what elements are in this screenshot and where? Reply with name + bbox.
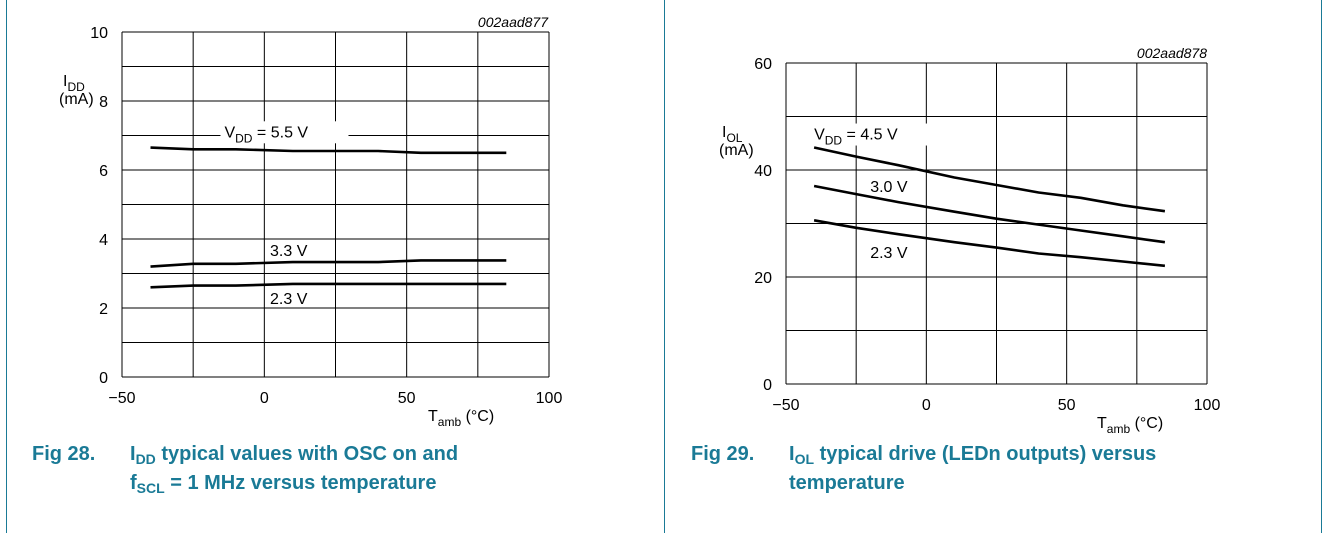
caption-line-2-symbol: f <box>130 472 137 494</box>
caption-line-2-subscript: SCL <box>136 480 165 496</box>
x-tick-label: −50 <box>772 397 799 414</box>
y-tick-label: 2 <box>99 301 108 318</box>
chart-labels: 002aad878 IOL (mA) Tamb (°C) −50 0 50 10002… <box>719 45 1220 436</box>
y-axis-unit: (mA) <box>719 142 754 159</box>
series-label: 3.3 V <box>270 243 308 260</box>
x-tick-label: 0 <box>922 397 931 414</box>
caption-line-1: IOL typical drive (LEDn outputs) versus <box>789 441 1156 467</box>
y-axis-label-subscript: DD <box>67 80 85 94</box>
grid <box>121 31 550 378</box>
chart-labels: 002aad877 IDD (mA) Tamb (°C) −50 0 50 10002… <box>59 14 562 429</box>
chart-id-label: 002aad878 <box>1137 45 1207 61</box>
y-tick-label: 40 <box>754 163 772 180</box>
chart-idd-vs-temperature: 002aad877 IDD (mA) Tamb (°C) −50 0 50 10002… <box>59 14 562 429</box>
series-line <box>813 146 1166 213</box>
grid <box>785 62 1208 385</box>
x-tick-label: 100 <box>536 390 563 407</box>
caption-symbol: I <box>789 443 795 465</box>
x-tick-label: 0 <box>260 390 269 407</box>
figure-28-panel: 002aad877 IDD (mA) Tamb (°C) −50 0 50 100 0 2… <box>6 0 664 533</box>
series-lines <box>813 146 1166 268</box>
caption-line-2-text: temperature <box>789 472 905 494</box>
y-axis-unit: (mA) <box>59 91 94 108</box>
y-tick-label: 4 <box>99 232 108 249</box>
y-tick-label: 0 <box>763 377 772 394</box>
x-tick-label: 50 <box>398 390 416 407</box>
caption-subscript: DD <box>135 451 156 467</box>
series-label-background <box>810 123 951 146</box>
figure-caption: Fig 29. IOL typical drive (LEDn outputs)… <box>691 441 1319 521</box>
series-line <box>150 259 507 268</box>
caption-line-2: fSCL = 1 MHz versus temperature <box>130 470 436 496</box>
x-axis-label-symbol: T <box>428 408 438 425</box>
series-label: 2.3 V <box>870 245 908 262</box>
series-line <box>150 282 507 289</box>
x-axis-label: Tamb (°C) <box>1097 415 1163 436</box>
series-label: 2.3 V <box>270 291 308 308</box>
y-axis-label-symbol: I <box>63 73 67 90</box>
caption-line-1: IDD typical values with OSC on and <box>130 441 458 467</box>
caption-line-1-text: typical drive (LEDn outputs) versus <box>814 443 1157 465</box>
figure-29-panel: 002aad878 IOL (mA) Tamb (°C) −50 0 50 100 0 2… <box>665 0 1321 533</box>
figure-number: Fig 28. <box>32 443 96 465</box>
figure-number: Fig 29. <box>691 443 755 465</box>
x-axis-label-subscript: amb <box>438 415 462 429</box>
x-tick-label: 50 <box>1058 397 1076 414</box>
y-tick-label: 0 <box>99 370 108 387</box>
x-axis-label: Tamb (°C) <box>428 408 494 429</box>
y-axis-label-subscript: OL <box>726 131 742 145</box>
caption-line-1-text: typical values with OSC on and <box>155 443 459 465</box>
series-label: VDD = 5.5 V <box>224 124 308 145</box>
caption-subscript: OL <box>794 451 815 467</box>
caption-symbol: I <box>130 443 136 465</box>
y-tick-label: 20 <box>754 270 772 287</box>
chart-iol-vs-temperature: 002aad878 IOL (mA) Tamb (°C) −50 0 50 10002… <box>719 45 1220 436</box>
y-axis-label: IDD <box>63 73 85 94</box>
caption-line-2: temperature <box>789 470 905 496</box>
x-axis-unit: (°C) <box>461 408 494 425</box>
figure-caption: Fig 28. IDD typical values with OSC on a… <box>32 441 662 521</box>
y-tick-label: 60 <box>754 56 772 73</box>
series-label: 3.0 V <box>870 179 908 196</box>
series-line <box>813 184 1166 244</box>
y-tick-label: 6 <box>99 163 108 180</box>
series-line <box>150 146 507 155</box>
y-tick-label: 8 <box>99 94 108 111</box>
x-axis-label-symbol: T <box>1097 415 1107 432</box>
caption-line-2-text: = 1 MHz versus temperature <box>164 472 437 494</box>
y-axis-label: IOL <box>722 124 743 145</box>
y-tick-label: 10 <box>90 25 108 42</box>
x-tick-label: −50 <box>108 390 135 407</box>
x-axis-unit: (°C) <box>1130 415 1163 432</box>
series-label-background <box>220 121 349 144</box>
x-axis-label-subscript: amb <box>1107 422 1131 436</box>
series-label: VDD = 4.5 V <box>814 127 898 148</box>
series-line <box>813 219 1166 268</box>
x-tick-label: 100 <box>1194 397 1221 414</box>
y-axis-label-symbol: I <box>722 124 726 141</box>
series-lines <box>150 146 507 289</box>
chart-id-label: 002aad877 <box>478 14 549 30</box>
